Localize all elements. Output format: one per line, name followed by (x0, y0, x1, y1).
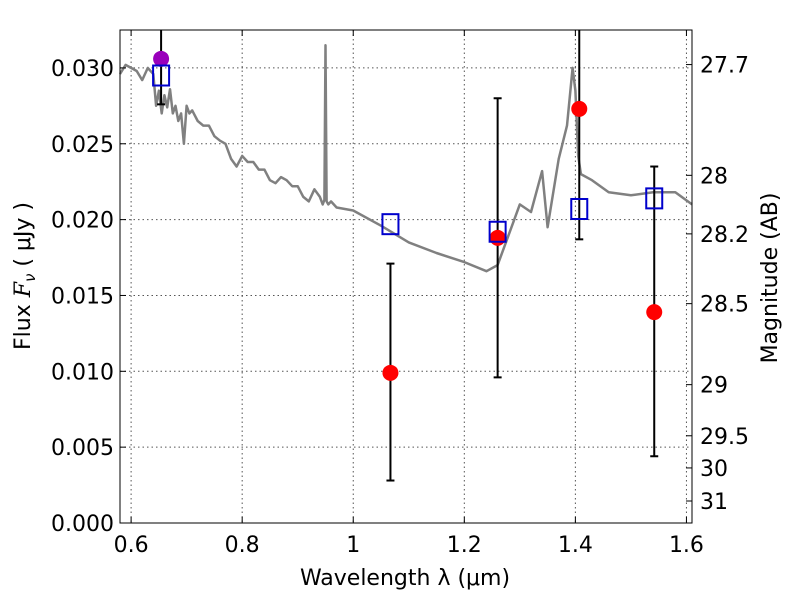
y2-tick-label: 27.7 (700, 54, 749, 79)
x-tick-label: 1.4 (558, 533, 593, 558)
x-tick-label: 1 (346, 533, 360, 558)
x-tick-label: 1.2 (447, 533, 482, 558)
model-photometry-square (152, 64, 171, 87)
y-tick-label: 0.000 (51, 512, 114, 537)
y2-tick-label: 30 (700, 457, 728, 482)
observed-flux-point (153, 50, 170, 67)
x-axis-label: Wavelength λ (μm) (300, 566, 510, 591)
observed-flux-point (382, 364, 399, 381)
y-tick-label: 0.030 (51, 57, 114, 82)
y2-tick-label: 29.5 (700, 425, 749, 450)
y-tick-label: 0.010 (51, 360, 114, 385)
model-photometry-square (381, 213, 400, 236)
y2-tick-label: 28.5 (700, 293, 749, 318)
y-axis-label-subscript: ν (21, 274, 39, 282)
observed-flux-point (489, 229, 506, 246)
x-tick-label: 0.8 (225, 533, 260, 558)
y-axis-label-suffix: ( μJy ) (11, 202, 36, 274)
y-tick-label: 0.005 (51, 436, 114, 461)
ticks-layer: 0.6 0.8 1 1.2 1.4 1.6 0.000 0.005 0.010 0.015 0.02… (51, 30, 749, 558)
y-axis-label: Flux Fν ( μJy ) (11, 202, 39, 350)
x-tick-label: 0.6 (114, 533, 149, 558)
grid-layer (120, 30, 692, 524)
y2-tick-label: 28.2 (700, 223, 749, 248)
y-axis-label-prefix: Flux (11, 297, 36, 350)
observed-flux-point (571, 100, 588, 117)
series-layer (118, 30, 693, 482)
y2-axis-label: Magnitude (AB) (758, 193, 783, 364)
y-tick-label: 0.025 (51, 133, 114, 158)
model-photometry-square (645, 187, 664, 210)
y2-tick-label: 31 (700, 490, 728, 515)
y-axis-label-symbol: F (11, 281, 36, 298)
y-tick-label: 0.020 (51, 209, 114, 234)
y2-tick-label: 29 (700, 374, 728, 399)
plot-frame (119, 29, 693, 524)
y2-tick-label: 28 (700, 164, 728, 189)
model-photometry-square (570, 197, 589, 220)
observed-flux-point (646, 304, 663, 321)
sed-model-line (118, 43, 693, 273)
y-tick-label: 0.015 (51, 284, 114, 309)
model-photometry-square (488, 220, 507, 243)
x-tick-label: 1.6 (669, 533, 704, 558)
